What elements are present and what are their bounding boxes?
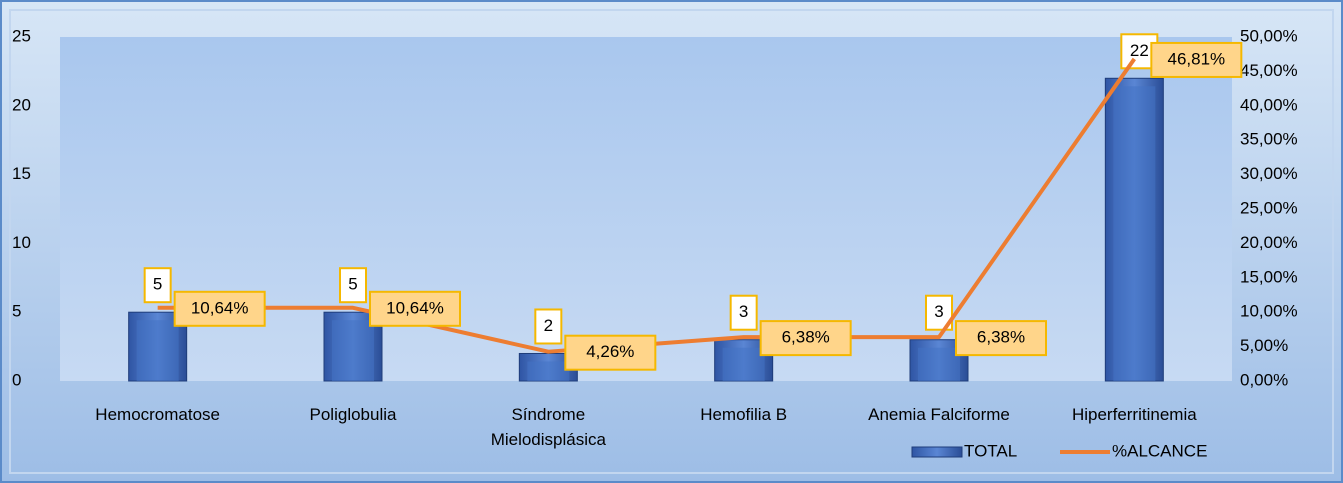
data-label: 3 xyxy=(934,302,943,321)
data-label: 3 xyxy=(739,302,748,321)
plot-area xyxy=(60,37,1232,381)
x-tick-label: Anemia Falciforme xyxy=(868,405,1010,424)
data-label-box xyxy=(369,290,461,327)
data-label: 5 xyxy=(153,275,162,294)
y2-tick-label: 45,00% xyxy=(1240,61,1298,80)
bar-bevel xyxy=(332,320,374,381)
y2-tick-label: 15,00% xyxy=(1240,267,1298,286)
y-tick-label: 20 xyxy=(12,95,31,114)
y2-tick-label: 0,00% xyxy=(1240,370,1288,389)
x-tick-label: Hemofilia B xyxy=(700,405,788,424)
bar-bevel xyxy=(722,347,765,381)
bar-bevel xyxy=(136,320,179,381)
data-label: 10,64% xyxy=(386,298,444,317)
y-tick-label: 25 xyxy=(12,26,31,45)
y2-tick-label: 20,00% xyxy=(1240,233,1298,252)
data-label-box xyxy=(339,267,367,304)
legend-label: TOTAL xyxy=(964,441,1017,460)
data-label: 22 xyxy=(1130,41,1149,60)
data-label-box xyxy=(564,334,657,371)
data-label: 10,64% xyxy=(191,298,249,317)
y-tick-label: 0 xyxy=(12,370,21,389)
x-tick-label: Hiperferritinemia xyxy=(1071,405,1197,424)
data-label: 46,81% xyxy=(1167,49,1225,68)
data-label: 4,26% xyxy=(586,342,634,361)
frame xyxy=(9,9,1334,474)
y2-tick-label: 30,00% xyxy=(1240,164,1298,183)
bar-bevel xyxy=(1113,86,1156,381)
data-label-box xyxy=(759,320,852,357)
y2-tick-label: 50,00% xyxy=(1240,26,1298,45)
y-tick-label: 15 xyxy=(12,164,31,183)
data-label: 6,38% xyxy=(977,328,1025,347)
data-label: 2 xyxy=(544,316,553,335)
legend-swatch xyxy=(911,446,963,458)
x-tick-label: Síndrome Mielodisplásica xyxy=(490,405,606,449)
data-label-box xyxy=(1150,41,1243,78)
data-label-box xyxy=(955,320,1047,357)
data-label: 5 xyxy=(348,275,357,294)
data-label-box xyxy=(173,290,266,327)
data-label-box xyxy=(534,308,563,345)
y2-tick-label: 10,00% xyxy=(1240,302,1298,321)
legend-label: %ALCANCE xyxy=(1112,441,1207,460)
data-label: 6,38% xyxy=(782,328,830,347)
y2-tick-label: 35,00% xyxy=(1240,130,1298,149)
y2-tick-label: 25,00% xyxy=(1240,198,1298,217)
y2-tick-label: 40,00% xyxy=(1240,95,1298,114)
data-label-box xyxy=(729,294,758,331)
x-tick-label: Poliglobulia xyxy=(309,405,397,424)
y2-tick-label: 5,00% xyxy=(1240,336,1288,355)
data-label-box xyxy=(143,267,172,304)
y-tick-label: 10 xyxy=(12,233,31,252)
x-tick-label: Hemocromatose xyxy=(95,405,221,424)
bar-bevel xyxy=(918,347,960,381)
bar-bevel xyxy=(527,361,570,381)
y-tick-label: 5 xyxy=(12,302,21,321)
